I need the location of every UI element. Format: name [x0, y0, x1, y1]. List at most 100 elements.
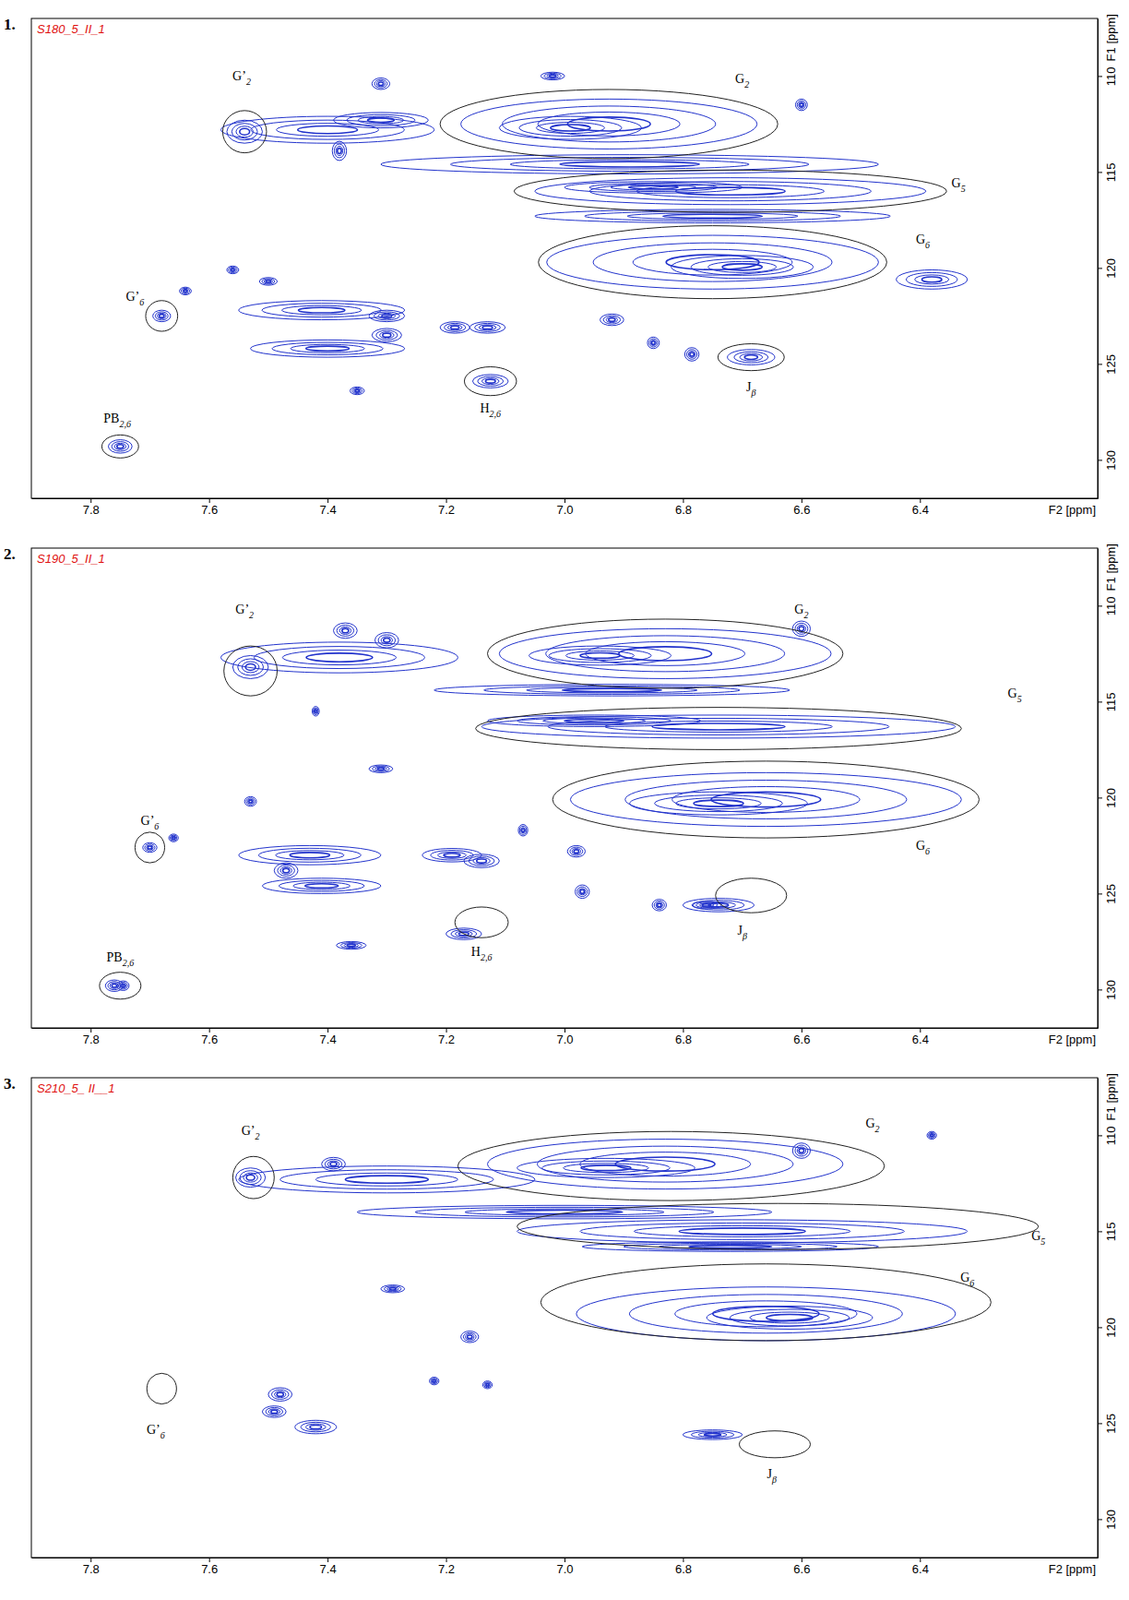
contour-level	[179, 286, 192, 295]
x-tick-label: 7.6	[201, 1561, 218, 1576]
contour-level	[144, 843, 155, 851]
annotation-label-sub: 2,6	[118, 418, 131, 429]
annotation-region	[454, 906, 509, 938]
contour-level	[272, 342, 383, 355]
annotation-regions	[99, 618, 980, 999]
x-tick: 7.6	[201, 498, 218, 517]
contour-level	[355, 389, 359, 392]
y-tick-label: 120	[1104, 1317, 1118, 1338]
contour-level	[431, 1378, 437, 1383]
x-tick: 7.4	[320, 1027, 337, 1046]
contour-level	[245, 663, 256, 670]
annotation-label-sub: 6	[154, 820, 159, 832]
contour-level	[570, 772, 962, 826]
contour-level	[327, 1160, 339, 1167]
contour-level	[271, 1389, 288, 1399]
contour-level	[261, 278, 275, 285]
contour-level	[485, 379, 496, 383]
y-tick-mark	[1097, 267, 1103, 269]
annotation-label-main: H	[471, 944, 481, 959]
contour-level	[111, 983, 117, 987]
annotation-region	[145, 300, 179, 332]
contour-level	[415, 1206, 714, 1216]
y-tick: 125	[1097, 883, 1118, 904]
contour-level	[584, 211, 841, 221]
annotation-label-sub: 6	[925, 845, 930, 856]
contour-level	[335, 146, 343, 156]
contour-level	[519, 825, 526, 834]
annotation-label: G6	[960, 1271, 975, 1289]
annotation-label-sub: 6	[925, 239, 930, 250]
contour-level	[519, 119, 622, 137]
annotation-label: G’2	[232, 70, 251, 88]
contour-level	[278, 879, 364, 892]
y-tick-label: 120	[1104, 787, 1118, 809]
contour-level	[382, 332, 392, 337]
y-tick-label: 130	[1104, 979, 1118, 1000]
contour-level	[289, 852, 330, 858]
contour-level	[330, 1162, 337, 1166]
annotation-region	[540, 1263, 991, 1341]
annotation-label-sub: β	[741, 930, 748, 941]
contour-level	[356, 1204, 773, 1219]
contour-level	[687, 349, 698, 359]
plot-frame	[31, 18, 1098, 499]
contour-level	[376, 81, 385, 87]
contour-level	[546, 73, 559, 78]
contour-level	[722, 263, 762, 271]
contour-level	[690, 1430, 734, 1438]
x-tick-label: 7.6	[201, 502, 218, 517]
contour-level	[333, 622, 358, 639]
contour-level	[314, 709, 317, 713]
contour-level	[654, 795, 784, 812]
contour-level	[221, 116, 435, 143]
contour-level	[239, 1170, 262, 1185]
figure: 7.87.67.47.27.06.86.66.4F2 [ppm]11011512…	[0, 0, 1129, 1600]
panel-label: 3.	[3, 1074, 16, 1093]
contour-level	[689, 352, 694, 357]
contour-level	[342, 628, 349, 633]
contour-level	[499, 628, 832, 678]
contour-level	[333, 112, 429, 129]
contour-level	[521, 827, 526, 833]
contour-level	[168, 833, 179, 842]
contour-level	[250, 339, 405, 357]
y-tick: 110	[1097, 67, 1118, 87]
x-tick-label: 6.6	[793, 502, 810, 517]
annotation-region	[224, 645, 278, 696]
contour-level	[618, 646, 713, 661]
annotation-label-main: G’	[235, 602, 250, 617]
contour-level	[157, 312, 167, 319]
y-tick-label: 115	[1104, 163, 1118, 183]
contour-level	[268, 1408, 280, 1415]
panel-label: 2.	[3, 545, 16, 563]
contour-level	[180, 287, 190, 294]
x-tick: 7.2	[438, 498, 455, 517]
contour-level	[380, 332, 394, 339]
contour-level	[147, 845, 152, 849]
contour-level	[159, 314, 165, 318]
contour-level	[579, 888, 586, 895]
y-tick-mark	[1097, 892, 1103, 894]
y-tick-label: 115	[1104, 692, 1118, 713]
contour-level	[652, 341, 656, 345]
y-tick-label: 110	[1104, 1126, 1118, 1146]
y-axis-title: F1 [ppm]	[1104, 13, 1118, 61]
contour-level	[582, 1241, 879, 1251]
contour-level	[280, 866, 292, 874]
y-tick-mark	[1097, 988, 1103, 990]
contour-level	[117, 444, 124, 449]
annotation-label-main: G’	[146, 1422, 161, 1437]
contour-level	[324, 1158, 342, 1168]
contour-level	[248, 798, 254, 804]
contour-level	[238, 844, 381, 865]
contour-level	[682, 1429, 742, 1439]
contour-level	[432, 1378, 436, 1381]
contour-level	[655, 902, 663, 908]
annotation-region	[232, 1155, 274, 1199]
contour-level	[713, 1306, 820, 1321]
annotation-label: G2	[865, 1116, 880, 1134]
annotation-label-sub: 5	[1017, 693, 1023, 704]
contour-level	[381, 314, 393, 318]
contour-level	[450, 157, 809, 172]
